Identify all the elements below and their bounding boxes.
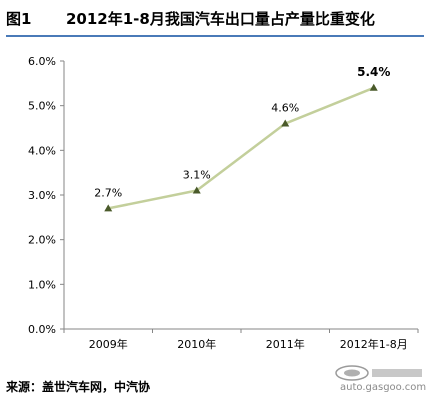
chart-title: 2012年1-8月我国汽车出口量占产量比重变化 [66, 10, 375, 28]
data-label: 2.7% [94, 186, 122, 199]
data-point-marker [369, 83, 378, 91]
y-tick-label: 4.0% [28, 144, 56, 157]
y-tick-label: 1.0% [28, 278, 56, 291]
y-tick-label: 2.0% [28, 234, 56, 247]
gasgoo-watermark: auto.gasgoo.com [332, 362, 428, 398]
data-label: 3.1% [183, 169, 211, 182]
line-chart: 0.0% 1.0% 2.0% 3.0% 4.0% 5.0% 6.0% 2009年 2010年 20… [28, 55, 419, 351]
watermark-url: auto.gasgoo.com [340, 382, 427, 393]
data-label: 5.4% [357, 65, 390, 79]
data-point-marker [281, 119, 290, 127]
source-note: 来源：盖世汽车网，中汽协 [6, 380, 151, 394]
x-tick-label: 2011年 [266, 337, 305, 351]
title-row: 图1 2012年1-8月我国汽车出口量占产量比重变化 [6, 6, 424, 37]
y-tick-label: 3.0% [28, 189, 56, 202]
y-tick-label: 5.0% [28, 100, 56, 113]
data-point-marker [104, 204, 113, 212]
y-tick-label: 6.0% [28, 55, 56, 68]
data-point-marker [192, 186, 201, 194]
x-tick-label: 2012年1-8月 [340, 337, 408, 351]
series-line [108, 86, 375, 210]
gasgoo-logo-icon [335, 365, 422, 381]
data-label: 4.6% [271, 102, 299, 115]
y-tick-label: 0.0% [28, 323, 56, 336]
x-tick-label: 2010年 [177, 337, 216, 351]
figure-label: 图1 [6, 10, 32, 28]
title-divider [6, 35, 424, 37]
x-tick-label: 2009年 [89, 337, 128, 351]
